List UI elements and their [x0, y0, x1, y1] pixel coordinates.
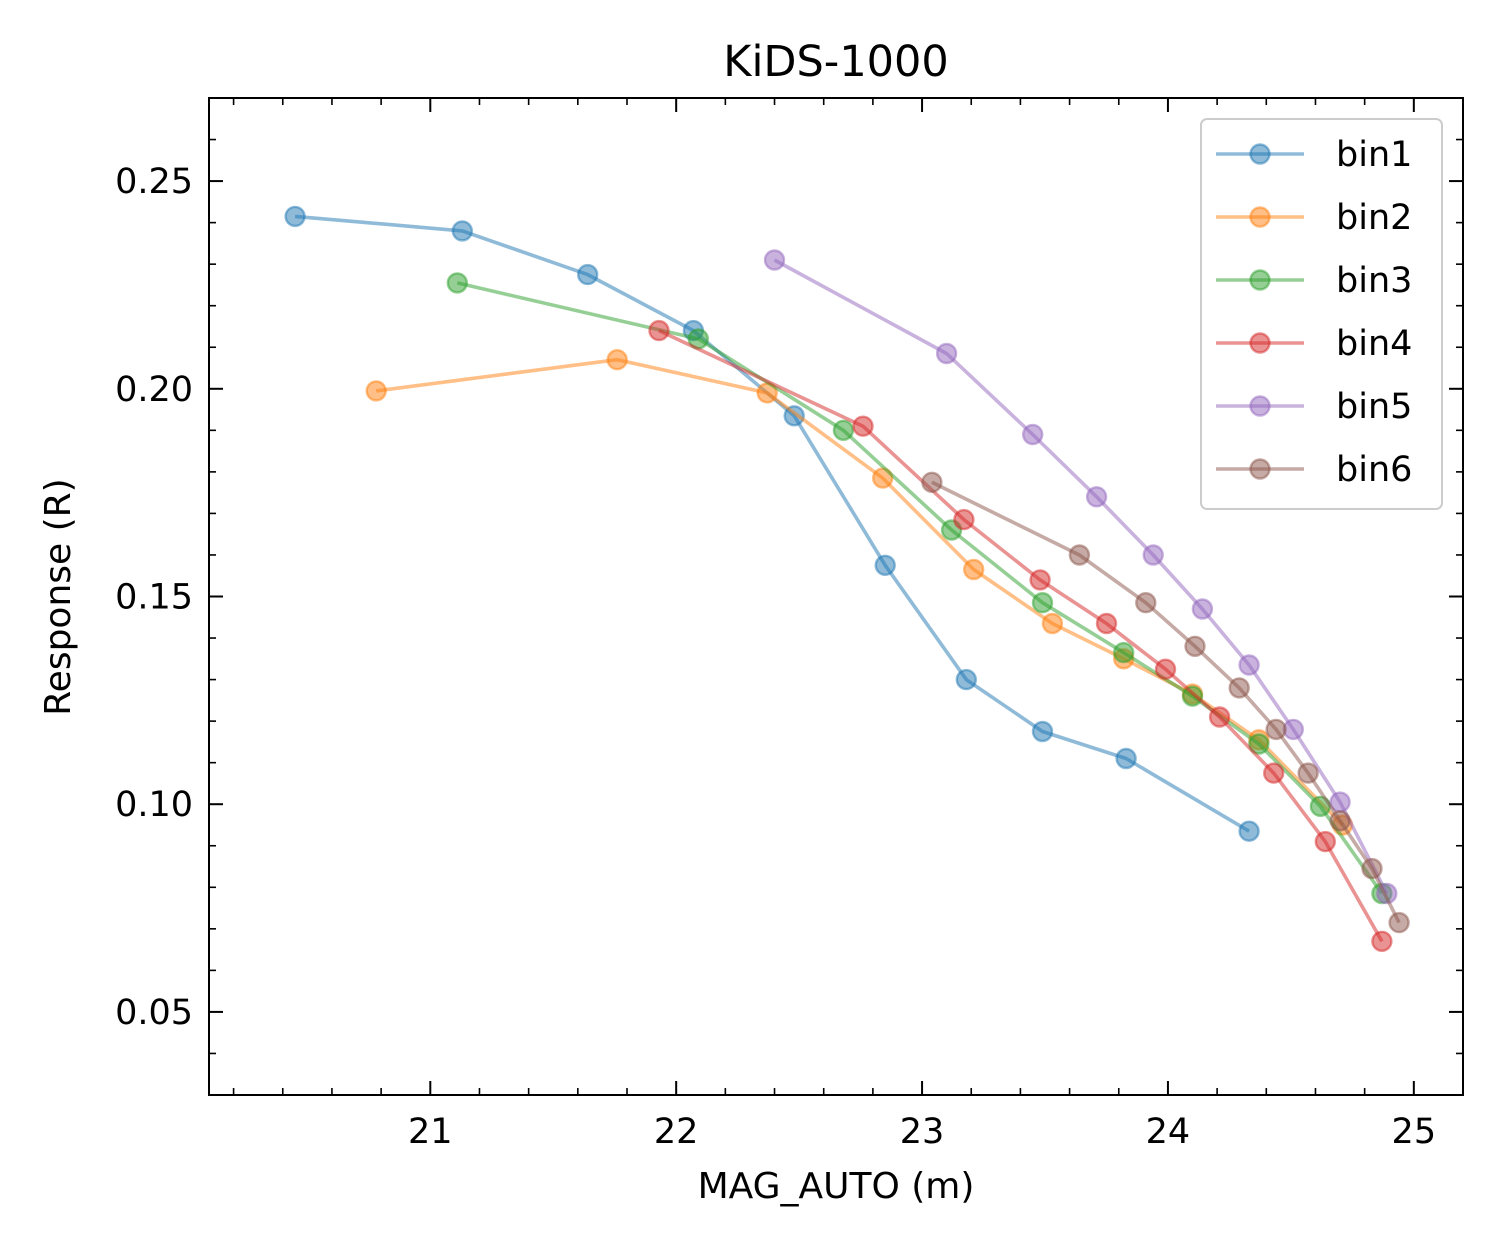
- data-point-bin1: [955, 668, 977, 691]
- data-point-bin4: [648, 319, 670, 342]
- y-tick-label: 0.05: [115, 993, 193, 1033]
- data-point-bin6: [1297, 762, 1319, 784]
- x-tick-label: 22: [654, 1112, 699, 1152]
- data-point-bin2: [365, 380, 387, 402]
- x-tick-label: 23: [900, 1112, 945, 1152]
- legend-entry-bin2: bin2: [1216, 198, 1412, 238]
- x-tick-label: 24: [1146, 1112, 1191, 1152]
- legend-entry-bin3: bin3: [1216, 261, 1412, 301]
- plot-area: [284, 205, 1410, 952]
- data-point-bin6: [1228, 677, 1250, 699]
- legend-marker: [1249, 143, 1271, 165]
- data-point-bin6: [1265, 718, 1287, 741]
- data-point-bin1: [451, 220, 473, 242]
- data-point-bin1: [874, 554, 896, 576]
- series-line-bin6: [931, 480, 1401, 924]
- series-bin6: [921, 471, 1410, 934]
- data-point-bin4: [1095, 612, 1118, 635]
- data-point-bin3: [1112, 641, 1135, 664]
- legend-marker: [1249, 395, 1271, 417]
- data-point-bin2: [1041, 612, 1064, 635]
- legend-entry-bin1: bin1: [1216, 135, 1412, 175]
- data-point-bin1: [1238, 820, 1260, 842]
- legend-label: bin4: [1336, 324, 1412, 364]
- legend-entry-bin4: bin4: [1216, 324, 1412, 364]
- x-tick-label: 25: [1392, 1112, 1437, 1152]
- legend: bin1 bin2 bin3 bin4 bin5 bin6: [1200, 118, 1443, 510]
- legend-marker: [1249, 458, 1271, 480]
- data-point-bin5: [1238, 654, 1260, 676]
- series-bin1: [284, 205, 1260, 842]
- legend-label: bin1: [1336, 135, 1412, 175]
- y-tick-label: 0.25: [115, 162, 193, 202]
- data-point-bin5: [1191, 598, 1214, 620]
- data-point-bin1: [284, 205, 306, 228]
- series-line-bin4: [658, 328, 1384, 943]
- data-point-bin4: [1262, 762, 1285, 784]
- legend-label: bin6: [1336, 450, 1412, 490]
- data-point-bin3: [1181, 685, 1204, 707]
- data-point-bin3: [832, 419, 855, 441]
- data-point-bin6: [1135, 592, 1157, 614]
- series-bin5: [763, 249, 1398, 905]
- legend-label: bin3: [1336, 261, 1412, 301]
- data-point-bin3: [1248, 733, 1270, 755]
- data-point-bin6: [1068, 544, 1091, 566]
- data-point-bin5: [1021, 423, 1044, 446]
- legend-entry-bin5: bin5: [1216, 387, 1412, 427]
- data-point-bin2: [963, 558, 985, 581]
- data-point-bin6: [1388, 911, 1410, 934]
- data-point-bin5: [1085, 486, 1108, 508]
- data-point-bin4: [1029, 569, 1051, 591]
- chart-title: KiDS-1000: [723, 37, 949, 87]
- series-bin4: [648, 319, 1393, 952]
- data-point-bin3: [446, 272, 468, 294]
- series-line-bin5: [773, 258, 1389, 895]
- y-tick-label: 0.20: [115, 370, 193, 410]
- legend-marker: [1249, 332, 1271, 354]
- data-point-bin4: [1314, 830, 1337, 853]
- y-axis-label: Response (R): [38, 478, 79, 715]
- data-point-bin6: [921, 471, 943, 493]
- data-point-bin1: [1031, 720, 1054, 743]
- axes: 21 22 23 24 25 0.05 0.10 0.15 0.20 0.25: [115, 97, 1464, 1152]
- legend-marker: [1249, 269, 1271, 291]
- legend-label: bin2: [1336, 198, 1412, 238]
- data-point-bin5: [1142, 544, 1164, 566]
- data-point-bin1: [1115, 747, 1137, 770]
- series-line-bin1: [294, 214, 1251, 833]
- data-point-bin4: [852, 415, 874, 437]
- y-tick-label: 0.15: [115, 578, 193, 618]
- data-point-bin4: [1154, 658, 1177, 680]
- data-point-bin1: [577, 263, 599, 286]
- data-point-bin6: [1361, 857, 1383, 880]
- data-point-bin5: [763, 249, 786, 271]
- legend-label: bin5: [1336, 387, 1412, 427]
- data-point-bin6: [1184, 635, 1206, 657]
- x-axis-label: MAG_AUTO (m): [698, 1166, 975, 1207]
- data-point-bin2: [606, 349, 628, 371]
- legend-marker: [1249, 206, 1271, 228]
- y-tick-label: 0.10: [115, 785, 193, 825]
- data-point-bin6: [1329, 810, 1351, 832]
- legend-entry-bin6: bin6: [1216, 450, 1412, 490]
- data-point-bin3: [1031, 592, 1054, 614]
- data-point-bin4: [1208, 706, 1231, 728]
- data-point-bin4: [953, 508, 975, 531]
- x-tick-label: 21: [408, 1112, 453, 1152]
- data-point-bin5: [935, 342, 958, 365]
- data-point-bin4: [1371, 930, 1393, 952]
